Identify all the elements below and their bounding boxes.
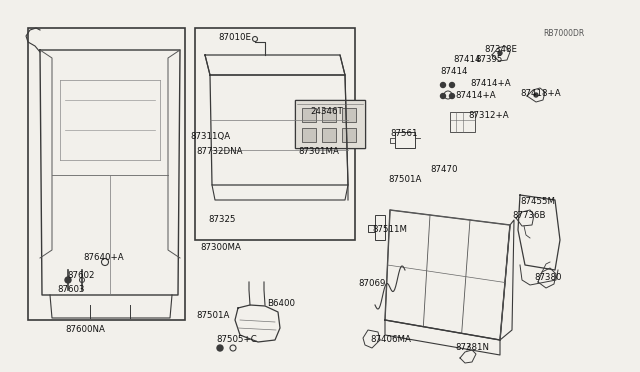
Text: 87381N: 87381N bbox=[455, 343, 489, 353]
Bar bbox=[395, 132, 415, 148]
Circle shape bbox=[534, 93, 538, 97]
Bar bbox=[302, 128, 316, 142]
Circle shape bbox=[498, 51, 502, 55]
Text: 87311QA: 87311QA bbox=[190, 131, 230, 141]
Text: 87069: 87069 bbox=[358, 279, 385, 288]
Text: 87511M: 87511M bbox=[372, 225, 407, 234]
Text: 87414+A: 87414+A bbox=[455, 90, 495, 99]
Bar bbox=[295, 100, 365, 148]
Text: 87470: 87470 bbox=[430, 164, 458, 173]
Text: 87395: 87395 bbox=[475, 55, 502, 64]
Text: 87455M: 87455M bbox=[520, 198, 555, 206]
Text: 87300MA: 87300MA bbox=[200, 244, 241, 253]
Bar bbox=[450, 112, 475, 132]
Text: 87418+A: 87418+A bbox=[520, 89, 561, 97]
Text: 87312+A: 87312+A bbox=[468, 110, 509, 119]
Circle shape bbox=[440, 93, 445, 99]
Text: 87414: 87414 bbox=[440, 67, 467, 76]
Text: 24346T: 24346T bbox=[310, 106, 343, 115]
Circle shape bbox=[65, 277, 71, 283]
Text: 87603: 87603 bbox=[57, 285, 84, 295]
Text: 87501A: 87501A bbox=[196, 311, 229, 320]
Circle shape bbox=[440, 83, 445, 87]
Text: 87505+C: 87505+C bbox=[216, 336, 257, 344]
Bar bbox=[295, 100, 365, 148]
Text: 87736B: 87736B bbox=[512, 212, 545, 221]
Text: 87380: 87380 bbox=[534, 273, 561, 282]
Text: 87640+A: 87640+A bbox=[83, 253, 124, 263]
Bar bbox=[375, 215, 385, 240]
Circle shape bbox=[449, 93, 454, 99]
Text: 87406MA: 87406MA bbox=[370, 334, 411, 343]
Text: B6400: B6400 bbox=[267, 299, 295, 308]
Circle shape bbox=[217, 345, 223, 351]
Bar bbox=[322, 128, 336, 142]
Text: RB7000DR: RB7000DR bbox=[543, 29, 584, 38]
Text: 87414+A: 87414+A bbox=[470, 78, 511, 87]
Text: 87010E: 87010E bbox=[218, 32, 251, 42]
Bar bbox=[342, 108, 356, 122]
Text: 87348E: 87348E bbox=[484, 45, 517, 55]
Text: 87414: 87414 bbox=[453, 55, 481, 64]
Text: 87301MA: 87301MA bbox=[298, 147, 339, 155]
Text: 87602: 87602 bbox=[67, 272, 95, 280]
Bar bbox=[342, 128, 356, 142]
Text: 87561: 87561 bbox=[390, 128, 417, 138]
Bar bbox=[195, 28, 355, 240]
Bar bbox=[322, 108, 336, 122]
Text: 87600NA: 87600NA bbox=[65, 326, 105, 334]
Bar bbox=[302, 108, 316, 122]
Text: 87325: 87325 bbox=[208, 215, 236, 224]
Text: 87501A: 87501A bbox=[388, 174, 421, 183]
Bar bbox=[28, 28, 185, 320]
Circle shape bbox=[449, 83, 454, 87]
Text: 87732DNA: 87732DNA bbox=[196, 148, 243, 157]
